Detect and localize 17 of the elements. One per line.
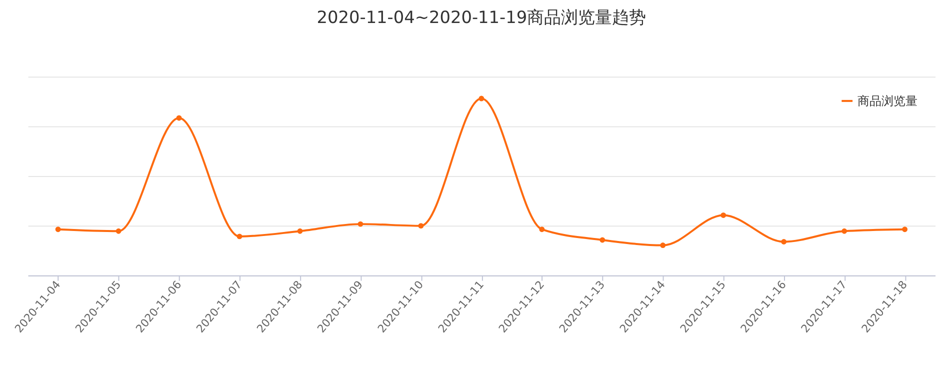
point xyxy=(176,115,182,121)
point xyxy=(358,221,364,227)
point xyxy=(297,228,303,234)
point xyxy=(781,239,787,244)
point xyxy=(600,237,606,243)
chart-title: 2020-11-04~2020-11-19商品浏览量趋势 xyxy=(316,6,646,27)
point xyxy=(478,96,484,102)
point xyxy=(720,212,726,218)
point xyxy=(902,226,908,232)
legend-label: 商品浏览量 xyxy=(858,94,918,108)
point xyxy=(418,223,424,229)
point xyxy=(236,234,242,240)
point xyxy=(842,228,848,234)
point xyxy=(55,226,61,232)
point xyxy=(660,242,666,248)
point xyxy=(116,228,122,234)
point xyxy=(539,226,545,232)
